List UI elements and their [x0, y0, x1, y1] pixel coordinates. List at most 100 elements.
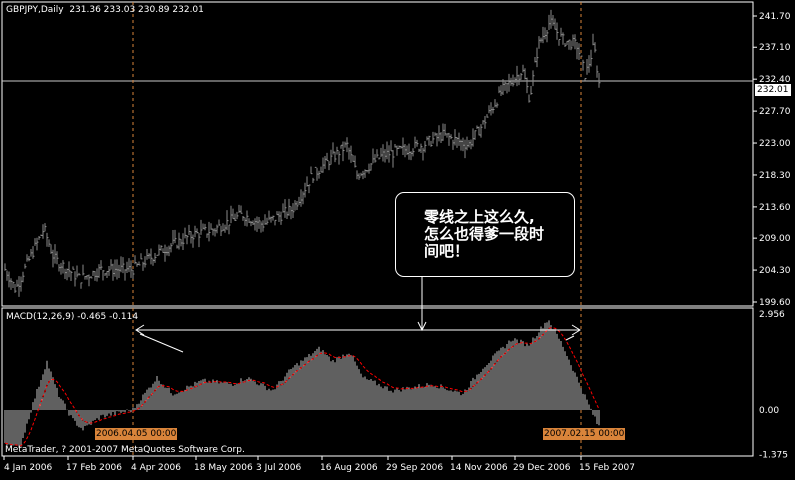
price-bar	[402, 137, 405, 156]
price-bar	[302, 191, 305, 205]
price-bar	[412, 148, 415, 157]
price-bar	[200, 219, 203, 235]
price-bar	[246, 210, 249, 227]
price-bar	[404, 144, 407, 158]
price-bar	[598, 73, 601, 88]
price-bar	[80, 282, 83, 289]
price-bar	[114, 259, 117, 277]
signal-line	[4, 327, 600, 447]
price-bar	[202, 223, 205, 230]
price-bar	[220, 225, 223, 237]
price-bar	[386, 141, 389, 160]
price-bar	[280, 211, 283, 225]
price-bar	[292, 203, 295, 219]
price-bar	[252, 220, 255, 225]
price-bar	[360, 172, 363, 177]
date-tick-label: 3 Jul 2006	[256, 463, 301, 473]
price-bar	[484, 116, 487, 129]
price-bar	[584, 78, 587, 81]
price-bar	[350, 145, 353, 163]
price-bar	[8, 271, 11, 288]
price-bar	[34, 238, 37, 246]
price-bar	[552, 14, 555, 26]
price-bar	[178, 232, 181, 250]
price-bar	[56, 251, 59, 265]
price-bar	[448, 132, 451, 146]
price-bar	[566, 40, 569, 46]
price-bar	[162, 248, 165, 253]
price-bar	[164, 244, 167, 262]
price-bar	[564, 42, 567, 48]
price-bar	[368, 163, 371, 174]
price-bar	[516, 65, 519, 87]
price-bar	[192, 234, 195, 248]
price-bar	[92, 270, 95, 277]
price-bar	[438, 125, 441, 142]
price-bar	[90, 276, 93, 279]
price-bar	[154, 253, 157, 263]
price-bar	[128, 258, 131, 273]
price-bar	[396, 145, 399, 156]
price-bar	[68, 261, 71, 278]
price-bar	[120, 256, 123, 273]
price-bar	[434, 132, 437, 137]
price-bar	[342, 141, 345, 162]
price-bar	[284, 199, 287, 218]
macd-tick-label: 2.956	[759, 310, 785, 320]
price-bar	[260, 221, 263, 233]
date-tick-label: 14 Nov 2006	[450, 463, 508, 473]
price-bar	[340, 144, 343, 149]
price-bar	[550, 9, 553, 29]
price-bar	[392, 150, 395, 168]
price-bar	[524, 68, 527, 80]
price-bar	[172, 229, 175, 245]
price-bar	[406, 145, 409, 156]
price-bar	[212, 228, 215, 236]
price-bar	[310, 166, 313, 175]
price-bar	[28, 255, 31, 262]
price-bar	[300, 189, 303, 207]
price-bar	[462, 137, 465, 152]
price-bar	[102, 270, 105, 281]
price-tick-label: 204.30	[759, 266, 791, 276]
price-bar	[324, 155, 327, 169]
price-bar	[518, 74, 521, 86]
price-bar	[20, 276, 23, 292]
price-bar	[548, 14, 551, 31]
price-bar	[166, 246, 169, 256]
price-bar	[430, 140, 433, 147]
price-bar	[464, 139, 467, 159]
price-bar	[134, 255, 137, 265]
crosshair-date-tag-1: 2006.04.05 00:00	[95, 428, 178, 440]
price-bar	[36, 237, 39, 251]
price-bar	[486, 114, 489, 118]
price-bar	[418, 148, 421, 153]
price-bar	[596, 65, 599, 78]
price-bar	[534, 56, 537, 63]
date-tick-label: 16 Aug 2006	[320, 463, 378, 473]
symbol-label: GBPJPY,Daily 231.36 233.03 230.89 232.01	[6, 5, 204, 15]
price-bar	[328, 161, 331, 171]
price-bar	[382, 144, 385, 162]
price-bar	[112, 263, 115, 281]
price-bar	[338, 151, 341, 165]
price-bar	[426, 136, 429, 141]
crosshair-date-tag-2: 2007.02.15 00:00	[543, 428, 626, 440]
price-bar	[240, 205, 243, 214]
price-bar	[174, 229, 177, 244]
price-bar	[40, 234, 43, 236]
price-bar	[424, 141, 427, 153]
price-bar	[208, 221, 211, 242]
price-bar	[530, 85, 533, 95]
price-bar	[62, 260, 65, 274]
price-bar	[286, 211, 289, 219]
macd-tick-label: 0.00	[759, 406, 779, 416]
price-bar	[198, 233, 201, 248]
price-bar	[416, 139, 419, 147]
price-bar	[126, 261, 129, 274]
price-bar	[48, 239, 51, 247]
price-bar	[554, 18, 557, 30]
price-bar	[490, 102, 493, 116]
price-bar	[226, 210, 229, 231]
